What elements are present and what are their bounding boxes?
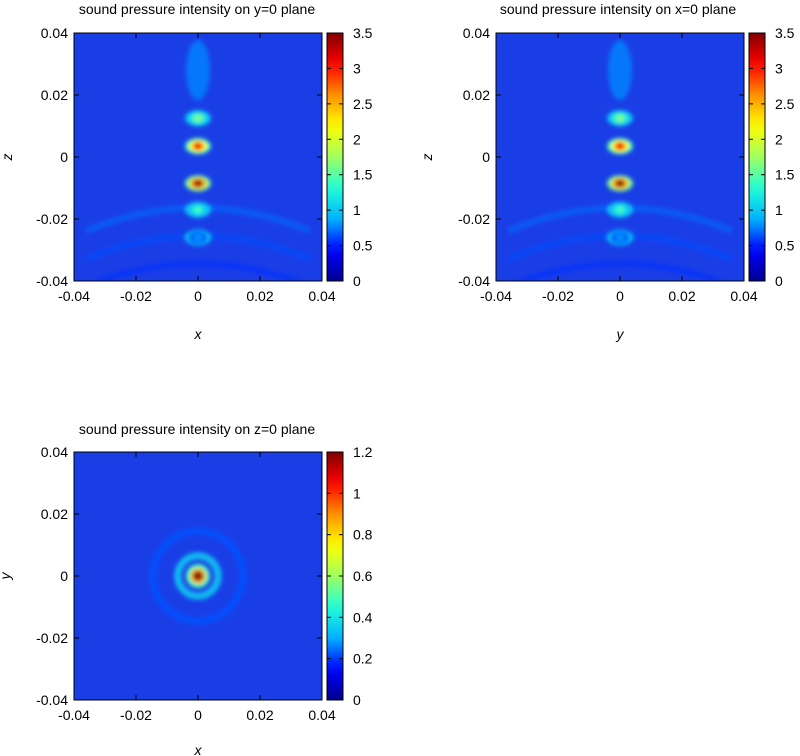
- y-tick-label: -0.04: [36, 692, 68, 708]
- heatmap-panel-z0: sound pressure intensity on z=0 plane -0…: [0, 418, 400, 756]
- colorbar-tick-label: 2: [353, 131, 361, 147]
- colorbar-tick-label: 0.5: [775, 238, 795, 254]
- y-tick-label: 0: [60, 149, 68, 165]
- y-tick-label: 0.02: [463, 87, 490, 103]
- x-tick-label: 0: [616, 288, 624, 304]
- colorbar-tick-label: 1.2: [353, 444, 373, 460]
- ring: [149, 527, 247, 625]
- focal-spot: [193, 233, 203, 242]
- x-tick-label: 0.04: [308, 288, 335, 304]
- x-tick-label: 0.04: [730, 288, 757, 304]
- y-tick-label: 0.02: [41, 87, 68, 103]
- x-tick-label: 0: [194, 288, 202, 304]
- y-tick-label: 0: [482, 149, 490, 165]
- colorbar-tick-label: 0: [775, 273, 783, 289]
- y-tick-label: 0.04: [463, 25, 490, 41]
- heatmap-panel-y0: sound pressure intensity on y=0 plane -0…: [0, 0, 400, 342]
- x-tick-label: -0.02: [120, 707, 152, 723]
- x-tick-label: -0.02: [120, 288, 152, 304]
- x-tick-label: -0.02: [542, 288, 574, 304]
- chart-title: sound pressure intensity on z=0 plane: [79, 421, 315, 437]
- y-tick-label: -0.04: [36, 273, 68, 289]
- side-lobe-arc: [92, 260, 304, 281]
- colorbar-tick-label: 1: [353, 202, 361, 218]
- colorbar: [748, 32, 766, 282]
- heatmap-panel-x0: sound pressure intensity on x=0 plane -0…: [419, 0, 800, 342]
- colorbar-tick-label: 1: [775, 202, 783, 218]
- colorbar-tick-label: 3.5: [775, 25, 795, 41]
- y-axis-label: z: [0, 154, 15, 162]
- colorbar-tick-label: 1.5: [353, 167, 373, 183]
- beam-glow: [186, 40, 210, 101]
- x-tick-label: 0: [194, 707, 202, 723]
- y-tick-label: -0.02: [36, 630, 68, 646]
- focal-spot: [615, 142, 625, 151]
- y-axis-label: z: [419, 154, 435, 162]
- colorbar-tick-label: 2.5: [353, 96, 373, 112]
- heatmap-chart: sound pressure intensity on z=0 plane -0…: [0, 421, 373, 756]
- colorbar-tick-label: 3: [775, 60, 783, 76]
- heatmap-field: [85, 40, 311, 281]
- focal-spot: [193, 205, 203, 214]
- colorbar-tick-label: 0.8: [353, 527, 373, 543]
- colorbar-tick-label: 0.5: [353, 238, 373, 254]
- focal-spot: [193, 571, 203, 581]
- y-tick-label: -0.04: [458, 273, 490, 289]
- chart-title: sound pressure intensity on y=0 plane: [79, 1, 315, 17]
- x-axis-label: y: [616, 326, 625, 342]
- heatmap-field: [149, 527, 247, 625]
- ring: [174, 552, 222, 600]
- focal-spot: [615, 205, 625, 214]
- x-tick-label: -0.04: [480, 288, 512, 304]
- focal-spot: [193, 142, 203, 151]
- colorbar-tick-label: 0: [353, 273, 361, 289]
- colorbar-tick-label: 1.5: [775, 167, 795, 183]
- x-axis-label: x: [194, 742, 203, 756]
- y-tick-label: -0.02: [36, 211, 68, 227]
- y-tick-label: 0: [60, 568, 68, 584]
- focal-spot: [615, 114, 625, 123]
- colorbar-tick-label: 2: [775, 131, 783, 147]
- y-axis-label: y: [0, 572, 13, 581]
- beam-glow: [608, 40, 632, 101]
- x-tick-label: 0.02: [246, 288, 273, 304]
- colorbar-tick-label: 0.4: [353, 609, 373, 625]
- x-tick-label: 0.02: [246, 707, 273, 723]
- x-tick-label: -0.04: [58, 707, 90, 723]
- colorbar-tick-label: 1: [353, 485, 361, 501]
- focal-spot: [615, 179, 625, 188]
- focal-spot: [193, 179, 203, 188]
- colorbar-tick-label: 3: [353, 60, 361, 76]
- colorbar-tick-label: 0: [353, 692, 361, 708]
- focal-spot: [193, 114, 203, 123]
- x-tick-label: 0.02: [668, 288, 695, 304]
- chart-title: sound pressure intensity on x=0 plane: [500, 1, 736, 17]
- heatmap-chart: sound pressure intensity on y=0 plane -0…: [0, 1, 373, 342]
- heatmap-field: [507, 40, 733, 281]
- y-tick-label: 0.04: [41, 25, 68, 41]
- y-tick-label: 0.04: [41, 444, 68, 460]
- y-tick-label: 0.02: [41, 506, 68, 522]
- colorbar-tick-label: 0.6: [353, 568, 373, 584]
- y-tick-label: -0.02: [458, 211, 490, 227]
- colorbar: [326, 32, 344, 282]
- colorbar-tick-label: 0.2: [353, 651, 373, 667]
- colorbar-tick-label: 3.5: [353, 25, 373, 41]
- x-axis-label: x: [194, 326, 203, 342]
- colorbar-tick-label: 2.5: [775, 96, 795, 112]
- heatmap-chart: sound pressure intensity on x=0 plane -0…: [419, 1, 795, 342]
- x-tick-label: -0.04: [58, 288, 90, 304]
- focal-spot: [615, 233, 625, 242]
- x-tick-label: 0.04: [308, 707, 335, 723]
- side-lobe-arc: [514, 260, 726, 281]
